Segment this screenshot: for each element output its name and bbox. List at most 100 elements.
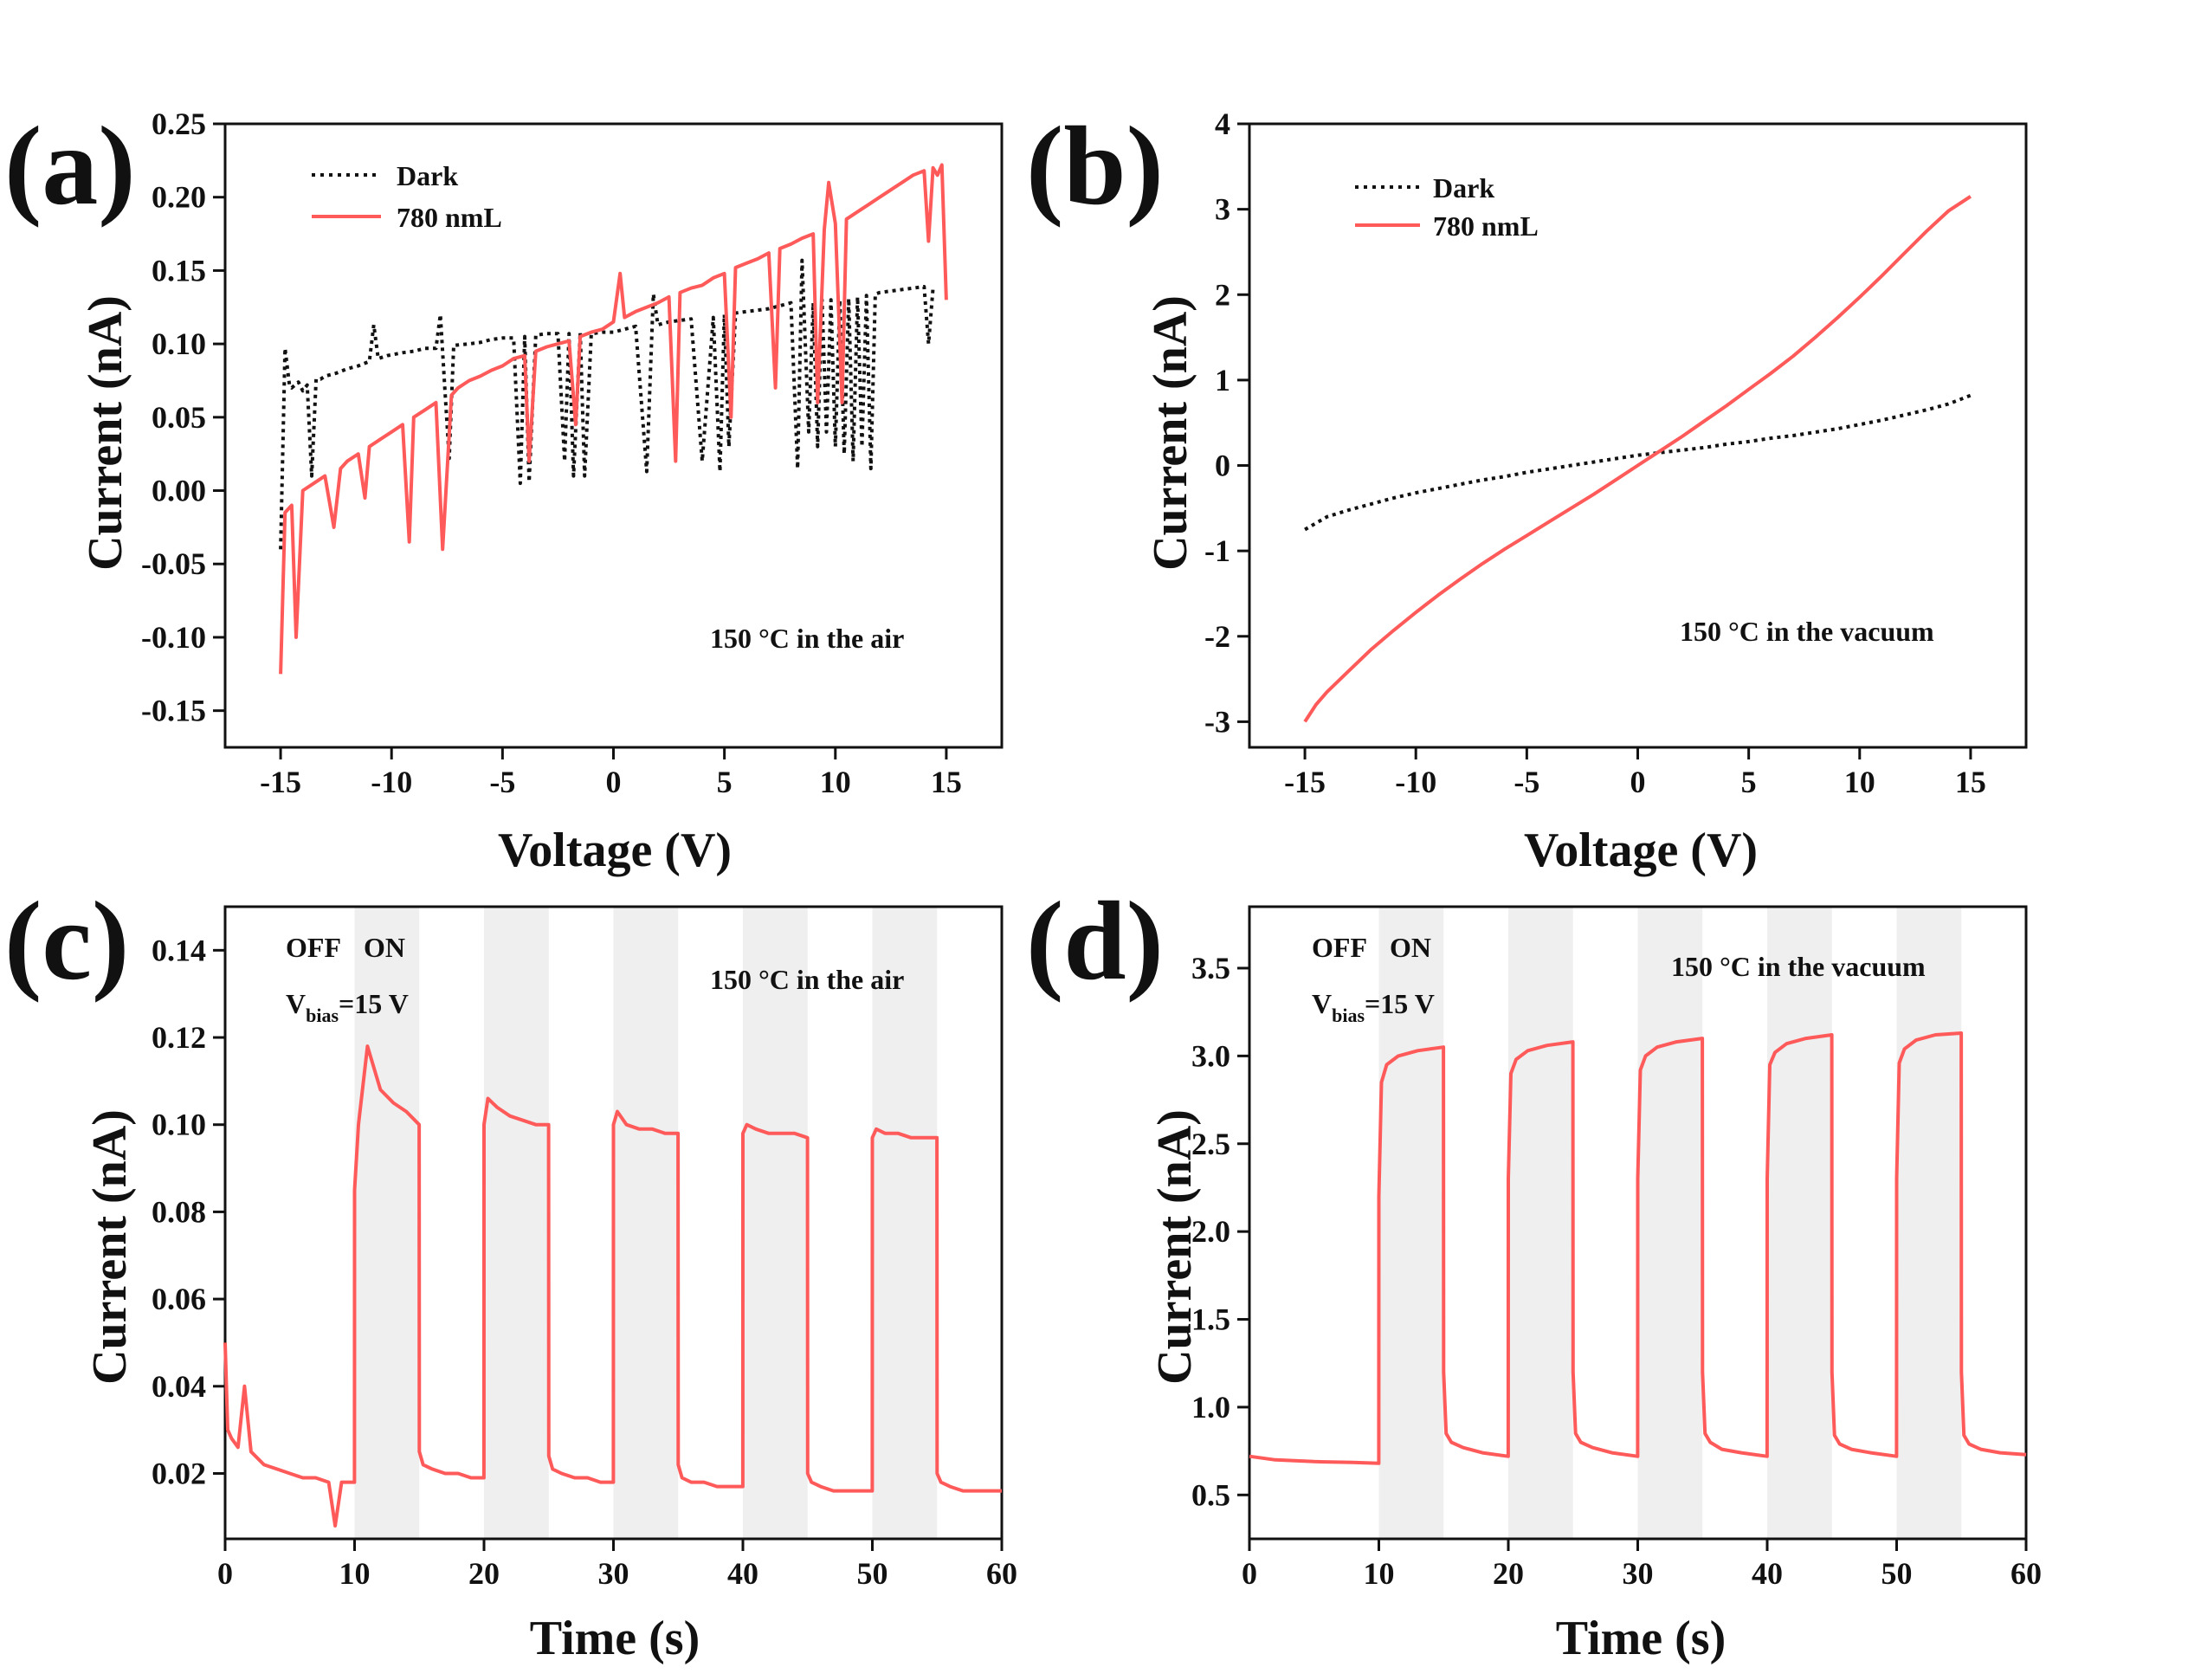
- panel-d-xtick-label: 20: [1493, 1556, 1524, 1591]
- panel-b-legend-dark: Dark: [1433, 172, 1494, 204]
- panel-d-ytick-label: 1.0: [1191, 1390, 1230, 1425]
- panel-c-ytick-label: 0.14: [152, 933, 206, 967]
- panel-c-ytick-label: 0.04: [152, 1369, 206, 1404]
- panel-c-bias-main: V: [286, 988, 306, 1019]
- panel-b-legend-light: 780 nmL: [1433, 210, 1539, 242]
- panel-a-xtick-label: 5: [717, 765, 733, 799]
- panel-a-annotation: 150 °C in the air: [710, 623, 904, 654]
- panel-a-xlabel: Voltage (V): [498, 824, 732, 877]
- panel-a: (a) -15 -10 -5 0 5 10 15 -0.15 -0.10 -0.05 0.00 0.0…: [4, 104, 1004, 877]
- panel-d-on-region-3: [1637, 907, 1703, 1539]
- panel-d-bias-main: V: [1312, 988, 1332, 1019]
- panel-a-series-light: [279, 163, 948, 675]
- panel-c-xtick-label: 10: [339, 1556, 371, 1591]
- panel-d-annotation: 150 °C in the vacuum: [1671, 951, 1926, 982]
- panel-c-bias-label: Vbias=15 V: [286, 988, 409, 1026]
- panel-a-ytick-label: 0.05: [152, 400, 206, 435]
- panel-d-label: (d): [1026, 879, 1164, 1004]
- panel-d-xtick-label: 40: [1752, 1556, 1783, 1591]
- panel-d-xtick-label: 30: [1623, 1556, 1654, 1591]
- panel-d-off-label: OFF: [1312, 932, 1367, 963]
- panel-d-xtick-label: 50: [1881, 1556, 1913, 1591]
- panel-a-xtick-label: 10: [820, 765, 851, 799]
- panel-b-ytick-label: -1: [1204, 533, 1230, 568]
- panel-d-on-region-1: [1378, 907, 1444, 1539]
- panel-b-xtick-label: -10: [1395, 765, 1436, 799]
- panel-c-on-label: ON: [364, 932, 405, 963]
- panel-c-on-region-5: [872, 907, 938, 1539]
- panel-d-ytick-label: 2.0: [1191, 1214, 1230, 1249]
- panel-b-ytick-label: 3: [1215, 192, 1230, 227]
- panel-a-series-dark: [279, 258, 935, 550]
- panel-d-ytick-label: 3.0: [1191, 1038, 1230, 1073]
- panel-b-series-dark: [1304, 393, 1972, 532]
- panel-c-ytick-label: 0.06: [152, 1282, 206, 1316]
- panel-a-xtick-label: -10: [371, 765, 412, 799]
- panel-d-bias-rest: =15 V: [1365, 988, 1435, 1019]
- panel-d-series-light: [1249, 1031, 2027, 1465]
- panel-c-xtick-label: 20: [468, 1556, 500, 1591]
- panel-b-ytick-label: 0: [1215, 449, 1230, 483]
- panel-c-off-label: OFF: [286, 932, 341, 963]
- panel-a-xtick-label: -15: [260, 765, 301, 799]
- panel-b-ytick-label: -2: [1204, 619, 1230, 654]
- panel-b-annotation: 150 °C in the vacuum: [1680, 616, 1934, 647]
- panel-d-xtick-label: 0: [1242, 1556, 1257, 1591]
- panel-d-ytick-label: 0.5: [1191, 1477, 1230, 1512]
- panel-d: (d) 0 10 20 30 40 50 60 0.5 1.0 1.5 2.0 2.5 3.0 3.5 T…: [1026, 879, 2042, 1665]
- panel-a-ytick-label: 0.10: [152, 326, 206, 361]
- panel-a-ytick-label: -0.05: [141, 546, 206, 581]
- panel-c-bias-rest: =15 V: [339, 988, 409, 1019]
- panel-d-ytick-label: 1.5: [1191, 1302, 1230, 1337]
- panel-a-plot: -15 -10 -5 0 5 10 15 -0.15 -0.10 -0.05 0.00 0.05 0.1…: [141, 107, 1004, 799]
- panel-b-xtick-label: 10: [1844, 765, 1875, 799]
- panel-c-label: (c): [4, 879, 129, 1004]
- panel-b-xlabel: Voltage (V): [1524, 824, 1758, 877]
- panel-c-on-region-1: [354, 907, 420, 1539]
- panel-a-ytick-label: -0.10: [141, 620, 206, 655]
- panel-c-plot: 0 10 20 30 40 50 60 0.02 0.04 0.06 0.08 0.10 0.12 0.1…: [152, 905, 1017, 1591]
- panel-c-xlabel: Time (s): [530, 1612, 700, 1665]
- panel-c-xtick-label: 40: [727, 1556, 758, 1591]
- panel-b-xtick-label: -5: [1514, 765, 1539, 799]
- panel-d-on-region-4: [1767, 907, 1832, 1539]
- panel-c-xtick-label: 30: [598, 1556, 629, 1591]
- panel-a-label: (a): [4, 104, 136, 229]
- panel-a-ytick-label: 0.20: [152, 180, 206, 215]
- panel-b-xtick-label: 5: [1741, 765, 1757, 799]
- panel-c-xtick-label: 0: [217, 1556, 233, 1591]
- panel-b-ytick-label: 2: [1215, 277, 1230, 312]
- panel-d-ytick-label: 2.5: [1191, 1127, 1230, 1161]
- panel-c: (c) 0 10 20 30 40 50 60 0.02 0.04 0.06 0.08 0.10 0.1…: [4, 879, 1017, 1665]
- panel-a-ytick-label: 0.25: [152, 107, 206, 141]
- panel-b-xtick-label: 0: [1630, 765, 1646, 799]
- panel-c-on-region-4: [743, 907, 808, 1539]
- panel-a-xtick-label: 15: [931, 765, 962, 799]
- panel-b-ylabel: Current (nA): [1144, 295, 1197, 571]
- panel-b-ytick-label: -3: [1204, 704, 1230, 739]
- panel-d-ylabel: Current (nA): [1148, 1109, 1202, 1385]
- panel-b-label: (b): [1026, 104, 1164, 229]
- panel-b-ytick-label: 4: [1215, 107, 1230, 141]
- panel-d-bias-sub: bias: [1332, 1005, 1365, 1026]
- panel-d-xtick-label: 10: [1364, 1556, 1395, 1591]
- panel-d-bias-label: Vbias=15 V: [1312, 988, 1435, 1026]
- panel-b-series-light: [1303, 195, 1972, 723]
- panel-c-bias-sub: bias: [306, 1005, 339, 1026]
- panel-c-xtick-label: 50: [857, 1556, 888, 1591]
- panel-c-on-region-3: [613, 907, 679, 1539]
- panel-a-ylabel: Current (nA): [79, 295, 132, 571]
- panel-c-ytick-label: 0.10: [152, 1108, 206, 1142]
- panel-b-ytick-label: 1: [1215, 363, 1230, 397]
- panel-d-xtick-label: 60: [2011, 1556, 2042, 1591]
- panel-d-on-label: ON: [1390, 932, 1431, 963]
- panel-b-xtick-label: 15: [1955, 765, 1986, 799]
- panel-d-plot: 0 10 20 30 40 50 60 0.5 1.0 1.5 2.0 2.5 3.0 3.5: [1191, 905, 2042, 1591]
- panel-a-ytick-label: 0.15: [152, 253, 206, 288]
- panel-d-xlabel: Time (s): [1556, 1612, 1727, 1665]
- panel-c-annotation: 150 °C in the air: [710, 964, 904, 995]
- panel-d-on-region-2: [1508, 907, 1573, 1539]
